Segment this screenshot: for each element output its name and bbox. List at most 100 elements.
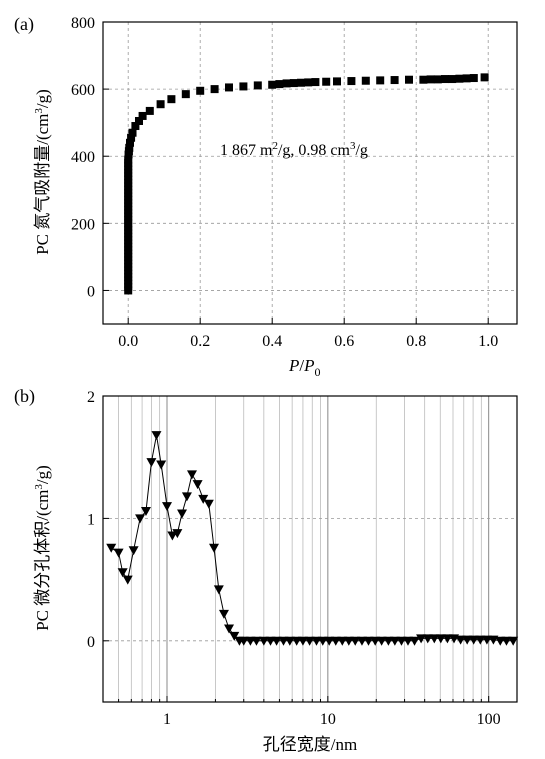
- panel-a-data-point: [469, 74, 478, 83]
- panel-a-data-point: [462, 74, 471, 83]
- panel-b-data-point: [416, 634, 427, 644]
- panel-a-label: (a): [14, 14, 34, 35]
- panel-a-chart: (a) 0.0 0.2 0.4 0.6 0.8 1.0 0 200 400 600 800 1 86…: [14, 14, 518, 379]
- panel-b-data-point: [203, 499, 214, 509]
- panel-b-data-point: [297, 636, 308, 646]
- panel-a-data-point: [347, 77, 356, 86]
- panel-b-data-point: [151, 431, 162, 441]
- panel-a-data-point: [376, 76, 385, 85]
- panel-a-data-point: [311, 78, 320, 87]
- panel-a-data-point: [405, 75, 413, 84]
- panel-b-data-point: [350, 636, 361, 646]
- panel-a-data-point: [135, 116, 143, 125]
- panel-a-data-point: [361, 76, 370, 85]
- panel-a-data-point: [322, 77, 331, 86]
- panel-b-chart: (b) 1 10 100 0 1 2 孔径宽度/nm PC 微分孔体积/(cm3/g): [14, 386, 519, 754]
- panel-b-data-point: [429, 634, 440, 644]
- panel-a-x-axis-label: P/P0: [288, 356, 321, 379]
- panel-a-data-point: [225, 83, 233, 92]
- panel-a-data-point: [390, 76, 399, 85]
- panel-b-data-point: [304, 636, 315, 646]
- panel-a-x-tick-label: 0.4: [262, 333, 282, 350]
- panel-b-y-axis-label: PC 微分孔体积/(cm3/g): [33, 465, 52, 631]
- panel-b-data-point: [117, 568, 128, 578]
- panel-a-x-tick-label: 0.2: [190, 333, 210, 350]
- panel-a-data-point: [448, 75, 457, 84]
- panel-b-data-point: [324, 636, 335, 646]
- panel-a-y-tick-label: 800: [71, 15, 95, 32]
- panel-a-data-point: [196, 86, 205, 95]
- panel-a-data-point: [127, 133, 136, 142]
- panel-a-data-point: [125, 143, 134, 152]
- panel-b-x-tick-label: 100: [477, 711, 501, 728]
- panel-b-data-point: [370, 636, 381, 646]
- panel-a-x-tick-label: 0.6: [334, 333, 354, 350]
- panel-a-x-tick-label: 0.8: [406, 333, 426, 350]
- panel-a-data-point: [297, 78, 305, 87]
- panel-b-data-point: [113, 548, 124, 558]
- panel-b-data-point: [356, 636, 367, 646]
- panel-b-y-tick-label: 1: [87, 511, 95, 528]
- panel-a-data-point: [138, 111, 147, 120]
- panel-b-data-point: [468, 635, 479, 645]
- panel-b-data-point: [330, 636, 341, 646]
- panel-b-data-point: [181, 492, 192, 502]
- panel-a-data-point: [441, 75, 449, 84]
- panel-b-data-point: [291, 636, 302, 646]
- panel-a-data-point: [239, 82, 248, 91]
- panel-b-data-point: [442, 634, 453, 644]
- panel-b-data-point: [363, 636, 374, 646]
- panel-b-data-point: [343, 636, 354, 646]
- panel-b-data-point: [177, 509, 188, 519]
- panel-b-data-point: [106, 543, 117, 553]
- panel-a-data-point: [253, 81, 262, 90]
- panel-b-data-point: [402, 636, 413, 646]
- panel-b-x-tick-label: 1: [163, 711, 171, 728]
- panel-a-x-tick-label: 0.0: [118, 333, 138, 350]
- panel-a-data-point: [181, 90, 190, 99]
- panel-b-data-point: [122, 575, 133, 585]
- panel-b-data-point: [218, 609, 229, 619]
- panel-a-data-point: [480, 73, 489, 82]
- panel-b-data-point: [455, 635, 466, 645]
- panel-a-data-point: [275, 80, 284, 89]
- panel-b-data-point: [229, 631, 240, 641]
- panel-a-data-point: [210, 85, 219, 94]
- panel-a-data-point: [333, 77, 341, 86]
- panel-b-axis-ticks: 1 10 100 0 1 2: [87, 389, 501, 728]
- panel-a-plot-frame: [102, 21, 518, 325]
- panel-b-data-point: [140, 507, 151, 517]
- panel-b-data-point: [167, 531, 178, 541]
- panel-b-data-point: [284, 636, 295, 646]
- panel-b-data-point: [258, 636, 269, 646]
- panel-a-data-point: [304, 78, 313, 87]
- panel-a-y-tick-label: 200: [71, 216, 95, 233]
- panel-b-x-axis-label: 孔径宽度/nm: [263, 735, 357, 754]
- panel-a-data-point: [289, 79, 298, 88]
- panel-a-data-point: [156, 100, 165, 109]
- panel-a-data-point: [426, 75, 435, 84]
- panel-a-data-point: [124, 155, 133, 164]
- panel-b-data-point: [278, 636, 289, 646]
- panel-b-data-point: [271, 636, 282, 646]
- panel-b-data-point: [409, 636, 420, 646]
- panel-b-data-point: [481, 635, 492, 645]
- panel-b-x-tick-label: 10: [320, 711, 336, 728]
- panel-b-data-point: [317, 636, 328, 646]
- panel-b-data-point: [396, 636, 407, 646]
- panel-a-y-tick-label: 0: [87, 283, 95, 300]
- panel-b-y-tick-label: 2: [87, 389, 95, 406]
- panel-b-data-point: [508, 636, 519, 646]
- panel-b-plot-frame: [102, 395, 518, 703]
- panel-a-data-point: [167, 95, 176, 104]
- panel-b-data-point: [251, 636, 262, 646]
- panel-b-data-point: [238, 636, 249, 646]
- panel-b-label: (b): [14, 386, 35, 407]
- panel-b-data-point: [389, 636, 400, 646]
- panel-a-x-tick-label: 1.0: [478, 333, 498, 350]
- panel-b-data-point: [162, 502, 173, 512]
- panel-b-data-point: [435, 634, 446, 644]
- panel-b-data-point: [135, 514, 146, 524]
- panel-b-data-series: [106, 431, 519, 646]
- panel-b-data-point: [383, 636, 394, 646]
